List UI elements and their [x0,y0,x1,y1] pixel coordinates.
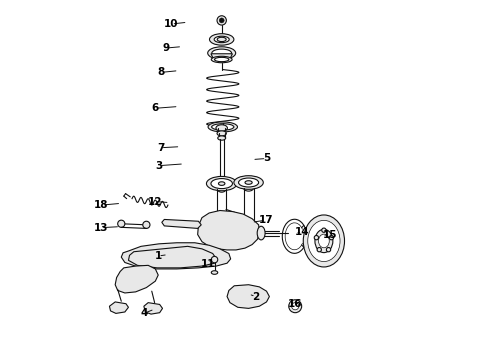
Circle shape [322,228,326,232]
Circle shape [118,220,125,227]
Ellipse shape [234,176,263,189]
Ellipse shape [208,47,236,59]
Circle shape [217,16,226,25]
Polygon shape [128,246,216,268]
Polygon shape [122,243,231,269]
Ellipse shape [245,181,252,184]
Polygon shape [162,220,201,228]
Text: 5: 5 [263,153,270,163]
Text: 10: 10 [164,19,179,29]
Polygon shape [213,235,231,248]
Ellipse shape [214,36,229,42]
Circle shape [314,235,319,240]
Text: 18: 18 [94,200,109,210]
Ellipse shape [215,57,229,62]
Circle shape [317,248,321,252]
Ellipse shape [303,215,344,267]
Ellipse shape [216,125,227,131]
Ellipse shape [211,56,232,63]
Circle shape [292,303,299,310]
Ellipse shape [208,122,238,132]
Text: 3: 3 [155,161,163,171]
Text: 12: 12 [147,197,162,207]
Text: 1: 1 [154,251,162,261]
Ellipse shape [211,179,232,189]
Ellipse shape [212,124,234,130]
Circle shape [143,221,150,228]
Polygon shape [197,211,259,250]
Ellipse shape [212,49,232,57]
Ellipse shape [210,34,234,45]
Circle shape [219,18,224,23]
Ellipse shape [219,182,225,185]
Ellipse shape [218,136,225,140]
Ellipse shape [308,220,340,262]
Ellipse shape [315,229,333,253]
Text: 4: 4 [140,309,147,318]
Ellipse shape [257,226,265,240]
Polygon shape [115,265,158,293]
Polygon shape [211,54,232,59]
Text: 15: 15 [323,230,338,239]
Text: 6: 6 [152,103,159,113]
Circle shape [326,248,331,252]
Text: 9: 9 [163,43,170,53]
Ellipse shape [318,234,329,248]
Ellipse shape [206,176,237,191]
Text: 14: 14 [295,227,310,237]
Ellipse shape [211,271,218,274]
Polygon shape [109,302,128,314]
Text: 17: 17 [259,215,273,225]
Polygon shape [144,303,163,314]
Circle shape [329,235,334,240]
Text: 8: 8 [157,67,164,77]
Circle shape [289,300,302,313]
Circle shape [233,214,239,220]
Text: 13: 13 [94,223,108,233]
Ellipse shape [217,131,226,136]
Text: 7: 7 [157,143,165,153]
Text: 2: 2 [252,292,259,302]
Polygon shape [227,285,270,309]
Circle shape [211,256,218,263]
Ellipse shape [217,37,226,41]
Text: 16: 16 [288,299,302,309]
Ellipse shape [239,178,259,187]
Text: 11: 11 [201,258,216,269]
